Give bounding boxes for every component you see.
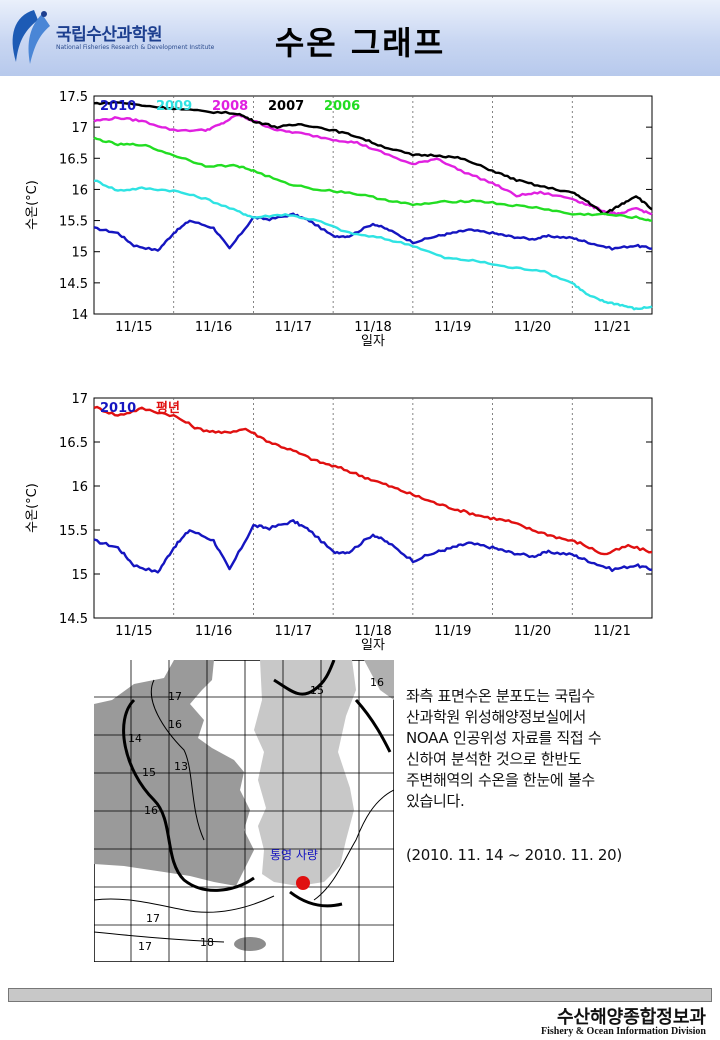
- series-line-2009: [94, 179, 653, 311]
- legend-entry: 평년: [156, 400, 180, 416]
- series-line-2008: [93, 113, 653, 216]
- legend-entry: 2008: [212, 99, 248, 114]
- description-line: NOAA 인공위성 자료를 직접 수: [406, 729, 602, 747]
- y-axis-label: 수온(°C): [25, 483, 40, 533]
- y-tick-label: 14.5: [59, 612, 88, 627]
- chart-2010-vs-normal: 14.5 15 15.5 16 16.5 17 11/15 11/16 11/17 11/18 11…: [25, 392, 653, 653]
- series-line-2010: [93, 519, 653, 574]
- contour-label: 17: [138, 940, 152, 953]
- y-tick-label: 17: [71, 121, 88, 136]
- series-line-평년: [93, 405, 653, 556]
- y-tick-label: 14.5: [59, 277, 88, 292]
- data-period: (2010. 11. 14 ~ 2010. 11. 20): [406, 846, 622, 864]
- page-title: 수온 그래프: [274, 24, 446, 62]
- x-tick-label: 11/15: [115, 624, 152, 639]
- description-line: 신하여 분석한 것으로 한반도: [406, 750, 582, 768]
- contour-label: 18: [200, 936, 214, 949]
- org-subtitle: National Fisheries Research & Developmen…: [56, 44, 215, 51]
- header-banner: 국립수산과학원 National Fisheries Research & De…: [0, 0, 720, 76]
- y-tick-label: 16: [71, 480, 88, 495]
- x-tick-label: 11/19: [434, 624, 471, 639]
- y-tick-label: 17.5: [59, 90, 88, 105]
- contour-label: 13: [174, 760, 188, 773]
- description-line: 있습니다.: [406, 792, 465, 810]
- y-tick-label: 16: [71, 183, 88, 198]
- legend-entry: 2009: [156, 99, 192, 114]
- x-tick-label: 11/17: [275, 624, 312, 639]
- legend-entry: 2010: [100, 99, 136, 114]
- x-tick-label: 11/21: [593, 320, 630, 335]
- jeju-island: [234, 937, 266, 951]
- x-tick-label: 11/17: [275, 320, 312, 335]
- legend-entry: 2010: [100, 401, 136, 416]
- x-tick-label: 11/18: [354, 624, 391, 639]
- contour-label: 16: [370, 676, 384, 689]
- y-tick-label: 16.5: [59, 436, 88, 451]
- x-tick-label: 11/15: [115, 320, 152, 335]
- y-tick-label: 15: [71, 246, 88, 261]
- x-axis-label: 일자: [361, 638, 385, 653]
- x-tick-label: 11/18: [354, 320, 391, 335]
- x-tick-label: 11/16: [195, 320, 232, 335]
- x-tick-label: 11/20: [514, 624, 551, 639]
- y-tick-label: 15.5: [59, 215, 88, 230]
- legend-entry: 2007: [268, 99, 304, 114]
- x-tick-label: 11/16: [195, 624, 232, 639]
- x-tick-label: 11/19: [434, 320, 471, 335]
- division-name-en: Fishery & Ocean Information Division: [541, 1026, 706, 1037]
- sst-distribution-map: 17 16 14 13 15 16 15 16 17 17 18 통영 사량: [94, 660, 394, 962]
- contour-label: 17: [146, 912, 160, 925]
- x-tick-label: 11/20: [514, 320, 551, 335]
- contour-label: 17: [168, 690, 182, 703]
- location-label: 통영 사량: [270, 848, 318, 862]
- y-tick-label: 16.5: [59, 152, 88, 167]
- legend-entry: 2006: [324, 99, 360, 114]
- contour-label: 16: [168, 718, 182, 731]
- fish-logo-icon: [12, 10, 50, 64]
- description-line: 산과학원 위성해양정보실에서: [406, 708, 586, 726]
- division-name: 수산해양종합정보과: [556, 1007, 706, 1028]
- contour-label: 16: [144, 804, 158, 817]
- contour-label: 15: [142, 766, 156, 779]
- footer-bar: [8, 988, 712, 1002]
- contour-label: 14: [128, 732, 142, 745]
- series-line-2010: [93, 212, 653, 252]
- y-tick-label: 14: [71, 308, 88, 323]
- y-tick-label: 17: [71, 392, 88, 407]
- y-tick-label: 15.5: [59, 524, 88, 539]
- y-axis-label: 수온(°C): [25, 180, 40, 230]
- org-name: 국립수산과학원: [56, 25, 162, 45]
- plot-area: [93, 397, 653, 619]
- description-line: 좌측 표면수온 분포도는 국립수: [406, 687, 595, 705]
- contour-label: 15: [310, 684, 324, 697]
- location-marker: [296, 876, 310, 890]
- map-description: 좌측 표면수온 분포도는 국립수 산과학원 위성해양정보실에서 NOAA 인공위…: [406, 686, 702, 812]
- y-tick-label: 15: [71, 568, 88, 583]
- series-line-2006: [93, 136, 652, 222]
- series-line-2007: [93, 100, 653, 216]
- institute-logo: 국립수산과학원 National Fisheries Research & De…: [4, 6, 214, 66]
- description-line: 주변해역의 수온을 한눈에 볼수: [406, 771, 595, 789]
- x-axis-label: 일자: [361, 334, 385, 349]
- x-tick-label: 11/21: [593, 624, 630, 639]
- chart-recent-years: 14 14.5 15 15.5 16 16.5 17 17.5 11/15 11/16 11/17 1…: [25, 90, 653, 349]
